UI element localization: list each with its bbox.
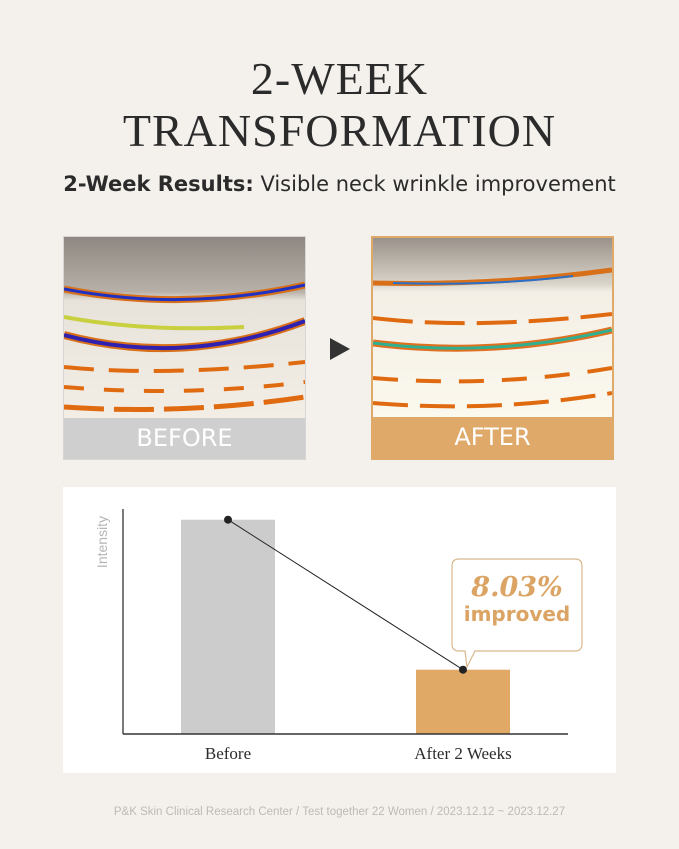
before-photo: BEFORE [63, 236, 306, 460]
improvement-callout: 8.03% improved [451, 558, 583, 670]
data-point-before [224, 515, 232, 524]
bar-after [416, 669, 510, 734]
callout-bubble [451, 558, 583, 670]
play-triangle-icon [330, 338, 350, 360]
callout-value: 8.03% [470, 572, 562, 603]
x-tick-label-after: After 2 Weeks [414, 744, 511, 763]
callout-text: improved [464, 602, 571, 626]
footer-source: P&K Skin Clinical Research Center / Test… [113, 806, 566, 818]
chart-panel: Intensity Before After 2 Weeks 8.03% imp… [63, 487, 616, 773]
before-label: BEFORE [64, 418, 305, 459]
before-skin-image [64, 237, 305, 419]
after-label: AFTER [373, 417, 612, 458]
title-line-2: TRANSFORMATION [122, 105, 557, 156]
subtitle-bold: 2-Week Results: [63, 172, 254, 196]
data-point-after [459, 665, 467, 674]
x-tick-label-before: Before [205, 744, 251, 763]
y-axis-label: Intensity [94, 516, 110, 568]
title-line-1: 2-WEEK [250, 53, 429, 104]
subtitle: 2-Week Results: Visible neck wrinkle imp… [0, 172, 679, 196]
subtitle-text: Visible neck wrinkle improvement [253, 172, 616, 196]
after-skin-image [373, 238, 612, 418]
after-photo: AFTER [371, 236, 614, 460]
trend-line [227, 519, 464, 671]
bar-chart: Intensity Before After 2 Weeks 8.03% imp… [94, 509, 583, 763]
bar-before [181, 519, 275, 734]
